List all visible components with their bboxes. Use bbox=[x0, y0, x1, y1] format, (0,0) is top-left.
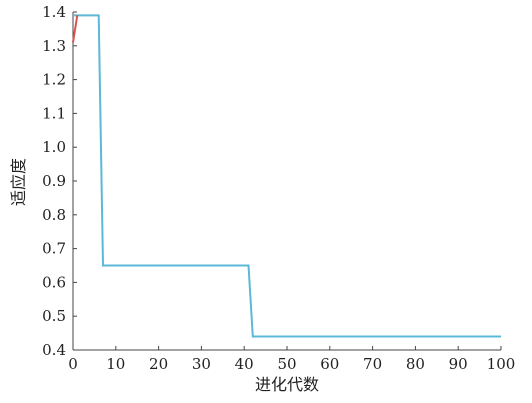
y-tick-labels: 0.4 0.5 0.6 0.7 0.8 0.9 1.0 1.1 1.2 1.3 1.4 bbox=[42, 3, 66, 359]
x-axis-label: 进化代数 bbox=[255, 375, 319, 394]
y-tick-label: 0.7 bbox=[42, 240, 66, 258]
x-tick-label: 0 bbox=[68, 355, 78, 373]
x-tick-label: 60 bbox=[320, 355, 339, 373]
series-layer bbox=[72, 14, 501, 338]
x-tick-labels: 0 10 20 30 40 50 60 70 80 90 100 bbox=[68, 355, 515, 373]
y-tick-label: 1.3 bbox=[42, 37, 66, 55]
x-tick-label: 40 bbox=[235, 355, 254, 373]
y-tick-label: 1.4 bbox=[42, 3, 66, 21]
axes bbox=[72, 11, 502, 351]
y-axis-label: 适应度 bbox=[9, 158, 28, 206]
y-tick-label: 1.1 bbox=[42, 104, 66, 122]
y-tick-label: 0.9 bbox=[42, 172, 66, 190]
x-tick-label: 90 bbox=[449, 355, 468, 373]
series-line-1 bbox=[72, 15, 79, 43]
y-tick-label: 0.8 bbox=[42, 206, 66, 224]
x-tick-label: 100 bbox=[487, 355, 516, 373]
y-tick-label: 0.6 bbox=[42, 273, 66, 291]
y-tick-label: 0.5 bbox=[42, 307, 66, 325]
y-tick-label: 1.0 bbox=[42, 138, 66, 156]
y-tick-label: 1.2 bbox=[42, 71, 66, 89]
x-tick-label: 70 bbox=[363, 355, 382, 373]
x-tick-label: 30 bbox=[192, 355, 211, 373]
y-tick-label: 0.4 bbox=[42, 341, 66, 359]
x-tick-label: 80 bbox=[406, 355, 425, 373]
x-tick-label: 20 bbox=[149, 355, 168, 373]
x-tick-label: 50 bbox=[277, 355, 296, 373]
x-tick-label: 10 bbox=[106, 355, 125, 373]
series-line-0 bbox=[73, 14, 501, 338]
